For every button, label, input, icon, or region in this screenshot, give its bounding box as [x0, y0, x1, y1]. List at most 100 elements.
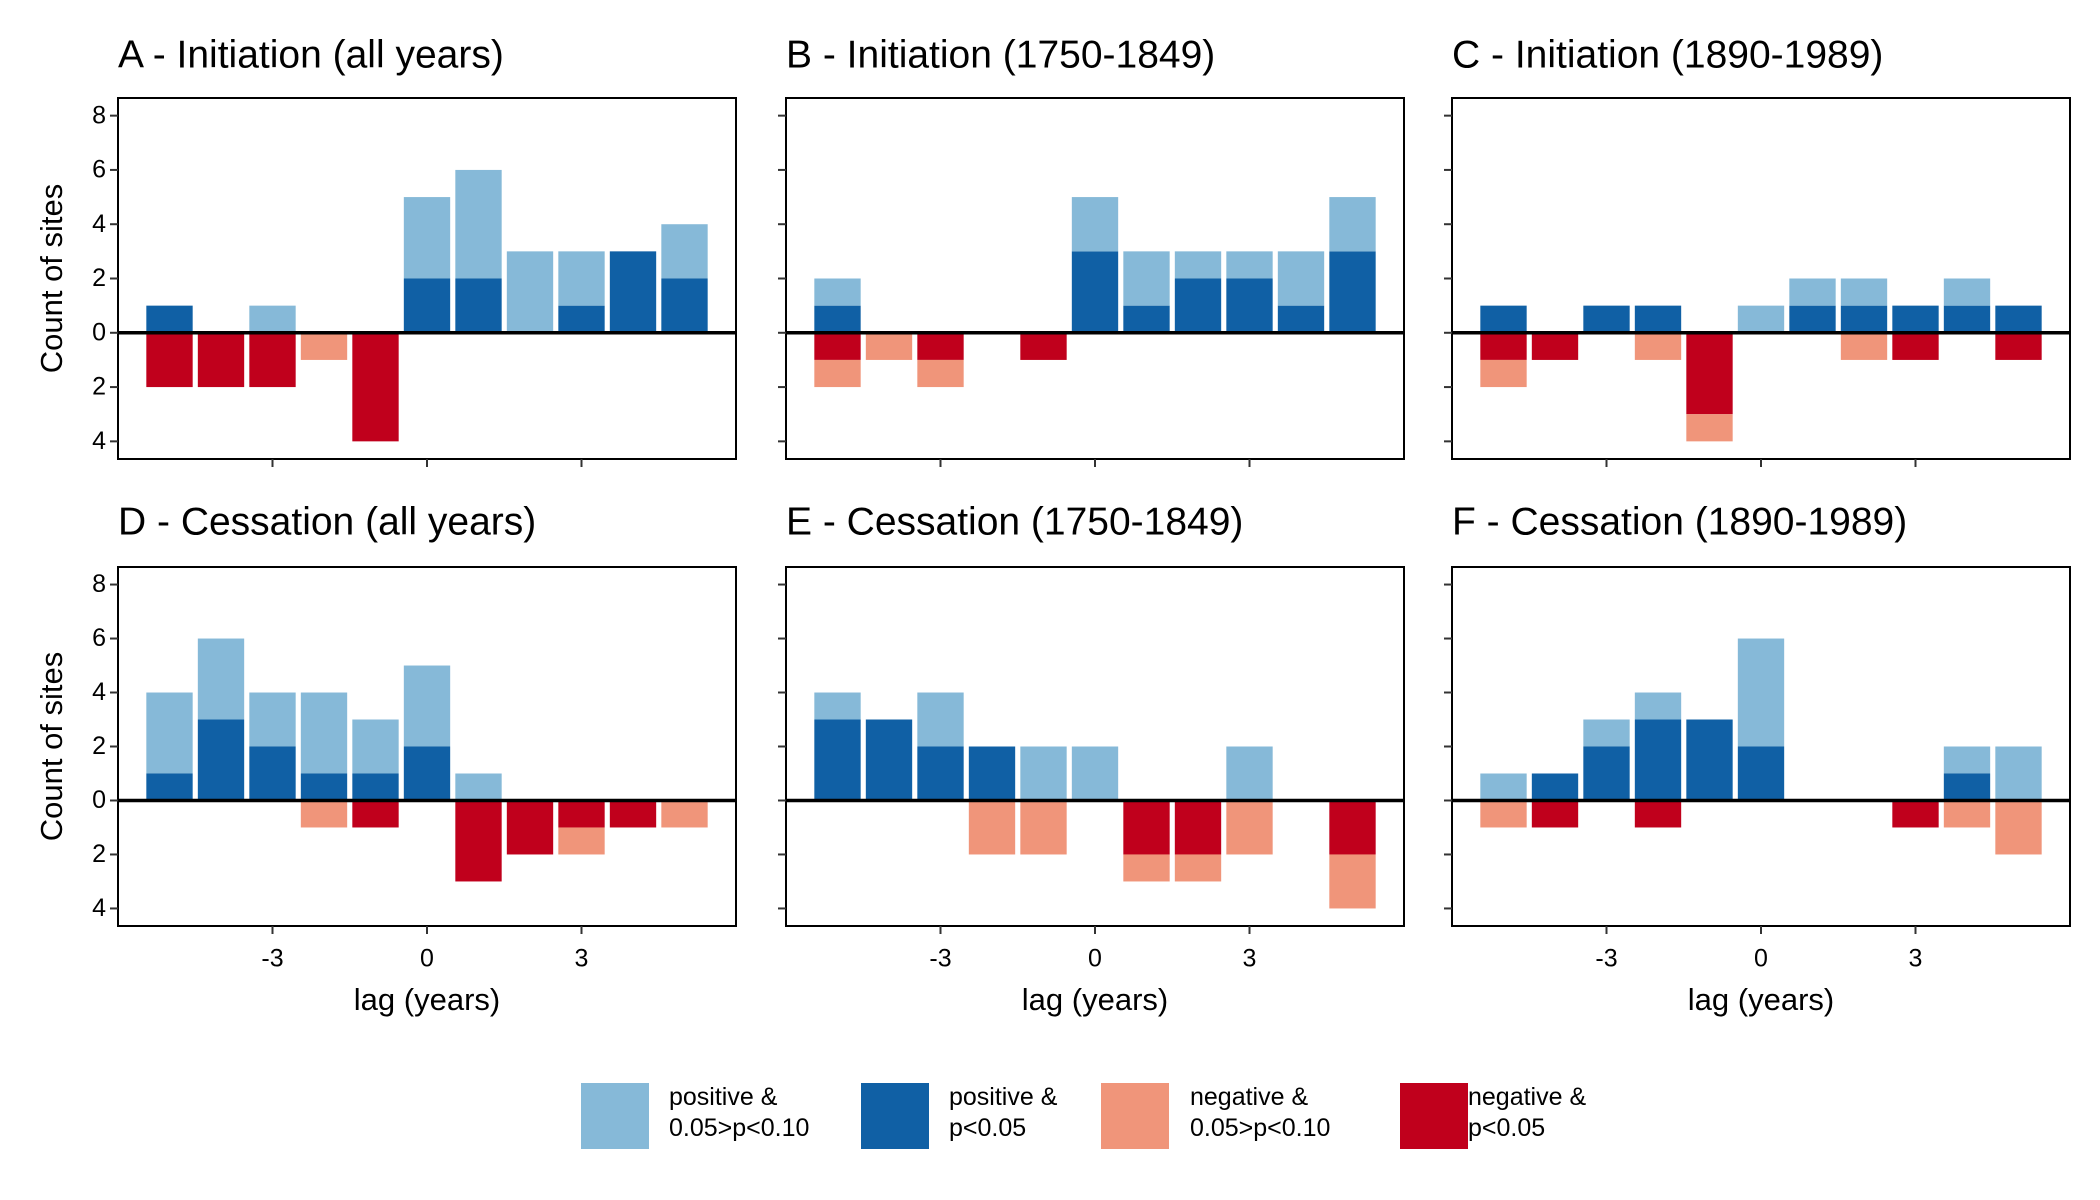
x-tick-label: -3: [929, 945, 951, 973]
bar-segment: [1943, 746, 1991, 774]
bar-segment: [1123, 305, 1170, 333]
bar-segment: [403, 665, 451, 747]
bar-segment: [609, 251, 657, 333]
x-tick-label: 3: [1243, 945, 1257, 973]
bar-segment: [403, 746, 451, 801]
x-tick-label: 3: [1909, 945, 1923, 973]
bar-segment: [1226, 800, 1273, 855]
x-axis-label: lag (years): [1022, 982, 1168, 1017]
bar-segment: [1020, 332, 1067, 360]
bar-segment: [1071, 197, 1119, 252]
panel-title: A - Initiation (all years): [118, 33, 504, 76]
x-axis-label: lag (years): [1688, 982, 1834, 1017]
bar-segment: [1737, 305, 1785, 333]
bar-segment: [1840, 305, 1888, 333]
bar-segment: [558, 800, 605, 828]
bar-segment: [1480, 305, 1527, 333]
bar-segment: [1480, 800, 1527, 828]
bar-segment: [1686, 332, 1733, 415]
bar-segment: [249, 305, 296, 333]
bar-segment: [814, 305, 861, 333]
y-tick-label: 0: [92, 786, 106, 814]
bar-segment: [1583, 719, 1630, 747]
bar-segment: [1995, 305, 2042, 333]
bar-segment: [1789, 305, 1836, 333]
bar-segment: [455, 800, 502, 882]
bar-segment: [1583, 305, 1630, 333]
bar-segment: [865, 332, 913, 360]
bar-segment: [814, 719, 861, 801]
bar-segment: [1943, 305, 1991, 333]
bar-segment: [249, 332, 296, 388]
bar-segment: [1277, 305, 1325, 333]
bar-segment: [455, 278, 502, 333]
bar-segment: [352, 332, 399, 442]
bar-segment: [1995, 800, 2042, 855]
bar-segment: [1329, 251, 1376, 333]
bar-segment: [1943, 773, 1991, 801]
bar-segment: [249, 746, 296, 801]
x-tick-label: 3: [575, 945, 589, 973]
bar-segment: [146, 305, 193, 333]
legend-swatch: [861, 1083, 929, 1149]
bar-segment: [661, 278, 708, 333]
bar-segment: [1226, 251, 1273, 279]
x-tick-label: 0: [420, 945, 434, 973]
x-tick-label: 0: [1088, 945, 1102, 973]
bar-segment: [865, 719, 913, 801]
y-axis-label: Count of sites: [34, 652, 69, 842]
bar-segment: [197, 638, 245, 720]
bar-segment: [814, 359, 861, 388]
bar-segment: [1480, 773, 1527, 801]
bar-segment: [814, 692, 861, 720]
bar-segment: [1892, 332, 1939, 360]
legend-swatch: [1400, 1083, 1468, 1149]
y-tick-label: 4: [92, 678, 106, 706]
bar-segment: [1995, 332, 2042, 360]
y-tick-label: 2: [92, 373, 106, 401]
panel-title: B - Initiation (1750-1849): [786, 33, 1215, 76]
bar-segment: [814, 278, 861, 306]
bar-segment: [1277, 251, 1325, 306]
bar-segment: [1840, 332, 1888, 360]
bar-segment: [506, 251, 554, 333]
bar-segment: [1737, 746, 1785, 801]
bar-segment: [1634, 719, 1682, 801]
bar-segment: [917, 746, 964, 801]
bar-segment: [1892, 800, 1939, 828]
bar-segment: [506, 800, 554, 855]
x-tick-label: -3: [261, 945, 283, 973]
bar-segment: [197, 332, 245, 388]
bar-segment: [197, 719, 245, 801]
bar-segment: [1123, 854, 1170, 882]
bar-segment: [146, 332, 193, 388]
bar-segment: [1686, 719, 1733, 801]
bar-segment: [1840, 278, 1888, 306]
bar-segment: [1634, 332, 1682, 360]
bar-segment: [1995, 746, 2042, 801]
legend: positive & 0.05>p<0.10 positive & p<0.05 n…: [0, 1078, 2100, 1158]
x-axis-label: lag (years): [354, 982, 500, 1017]
y-tick-label: 8: [92, 570, 106, 598]
bar-segment: [1226, 278, 1273, 333]
panel-title: E - Cessation (1750-1849): [786, 500, 1243, 543]
bar-segment: [1174, 854, 1222, 882]
bar-segment: [455, 773, 502, 801]
bar-segment: [1329, 800, 1376, 855]
bar-segment: [455, 169, 502, 279]
bar-segment: [352, 800, 399, 828]
y-tick-label: 4: [92, 210, 106, 238]
bar-segment: [1634, 800, 1682, 828]
bar-segment: [300, 332, 348, 360]
bar-segment: [1531, 800, 1579, 828]
y-tick-label: 8: [92, 101, 106, 129]
legend-swatch: [1101, 1083, 1169, 1149]
bar-segment: [1480, 359, 1527, 388]
bar-segment: [917, 332, 964, 360]
bar-segment: [661, 224, 708, 279]
y-tick-label: 4: [92, 427, 106, 455]
legend-swatch: [581, 1083, 649, 1149]
y-tick-label: 0: [92, 318, 106, 346]
bar-segment: [1634, 692, 1682, 720]
bar-segment: [1123, 800, 1170, 855]
